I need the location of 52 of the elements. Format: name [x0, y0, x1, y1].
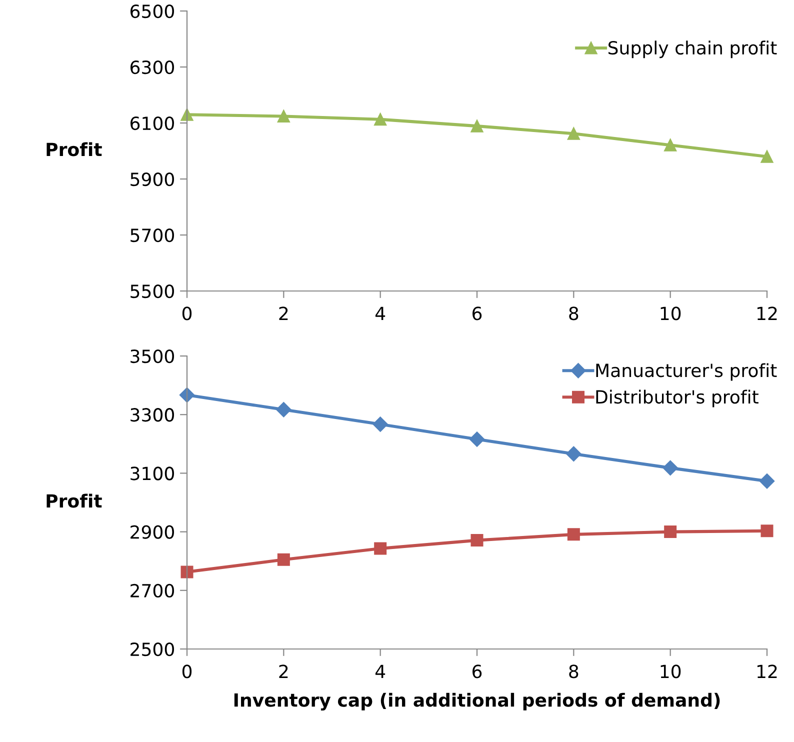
point: [567, 127, 580, 140]
x-tick-label: 2: [279, 306, 288, 320]
point: [759, 474, 775, 489]
point: [277, 553, 290, 566]
legend-label: Manuacturer's profit: [596, 363, 777, 381]
y-tick-label: 3300: [130, 408, 174, 422]
y-tick-label: 2900: [130, 525, 174, 539]
legend-label: Distributor's profit: [596, 390, 758, 408]
point: [662, 460, 678, 476]
x-tick-label: 8: [569, 306, 578, 320]
x-tick-label: 10: [660, 306, 681, 320]
x-tick-label: 10: [660, 664, 681, 678]
legend-label: Supply chain profit: [608, 40, 777, 58]
y-tick-label: 6300: [130, 60, 174, 74]
point: [374, 542, 387, 555]
y-tick-label: 5700: [130, 228, 174, 242]
y-tick-label: 5900: [130, 172, 174, 186]
point: [277, 110, 290, 123]
x-tick-label: 4: [375, 306, 386, 320]
x-tick-label: 12: [757, 306, 777, 320]
x-tick-label: 12: [757, 664, 777, 678]
x-axis-title: Inventory cap (in additional periods of demand): [234, 692, 720, 710]
x-tick-label: 8: [569, 664, 578, 678]
point: [470, 534, 484, 547]
x-tick-label: 6: [472, 664, 482, 678]
point: [567, 528, 580, 541]
y-tick-label: 6500: [130, 4, 174, 18]
x-tick-label: 4: [375, 664, 386, 678]
y-tick-label: 2500: [130, 642, 174, 656]
y-axis-title: Profit: [46, 142, 102, 156]
y-tick-label: 2700: [130, 584, 174, 598]
y-tick-label: 6100: [130, 116, 174, 130]
point: [374, 113, 387, 126]
point: [469, 432, 485, 447]
x-tick-label: 0: [182, 664, 192, 678]
x-tick-label: 6: [472, 306, 482, 320]
point: [566, 446, 582, 462]
point: [180, 566, 194, 578]
x-tick-label: 2: [279, 664, 288, 678]
point: [180, 108, 194, 121]
y-axis-title: Profit: [46, 494, 102, 508]
point: [470, 120, 484, 132]
point: [760, 524, 774, 538]
y-tick-label: 5500: [130, 284, 174, 298]
point: [664, 526, 677, 538]
point: [664, 138, 677, 152]
y-tick-label: 3500: [130, 349, 174, 364]
point: [372, 416, 388, 432]
point: [760, 150, 774, 163]
point: [276, 402, 292, 418]
x-tick-label: 0: [182, 306, 192, 320]
y-tick-label: 3100: [130, 466, 174, 480]
